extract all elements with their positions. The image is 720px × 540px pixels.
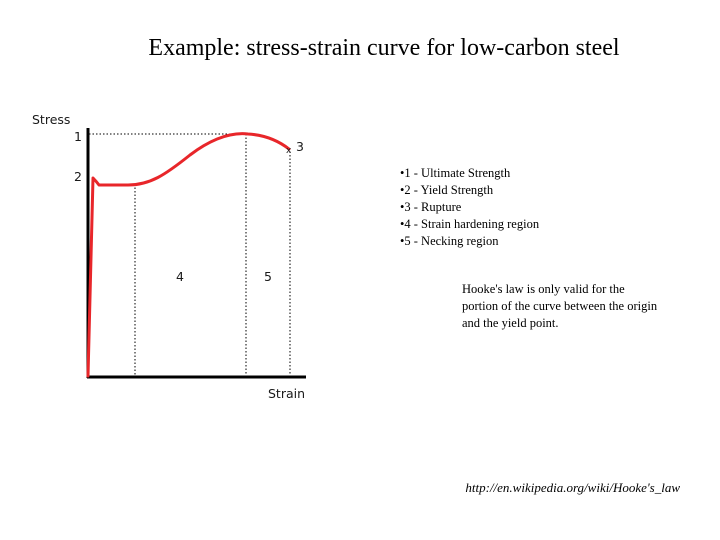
necking-region-label: 5 bbox=[264, 269, 272, 284]
hardening-region-label: 4 bbox=[176, 269, 184, 284]
legend-item-yield: •2 - Yield Strength bbox=[400, 183, 494, 197]
source-link[interactable]: http://en.wikipedia.org/wiki/Hooke's_law bbox=[465, 480, 680, 495]
stress-strain-curve bbox=[86, 132, 291, 378]
rupture-label: 3 bbox=[296, 139, 304, 154]
legend-item-rupture: •3 - Rupture bbox=[400, 200, 462, 214]
hookes-law-note: Hooke's law is only valid for the portio… bbox=[462, 282, 658, 330]
yield-strength-label: 2 bbox=[74, 169, 82, 184]
legend-item-hardening: •4 - Strain hardening region bbox=[400, 217, 540, 231]
legend-list: •1 - Ultimate Strength •2 - Yield Streng… bbox=[400, 165, 539, 250]
ultimate-strength-label: 1 bbox=[74, 129, 82, 144]
rupture-marker: x bbox=[286, 146, 292, 156]
legend-item-ultimate: •1 - Ultimate Strength bbox=[400, 166, 511, 180]
stress-axis-label: Stress bbox=[32, 112, 70, 127]
slide-title: Example: stress-strain curve for low-car… bbox=[148, 35, 620, 61]
strain-axis-label: Strain bbox=[268, 386, 305, 401]
legend-item-necking: •5 - Necking region bbox=[400, 234, 499, 248]
